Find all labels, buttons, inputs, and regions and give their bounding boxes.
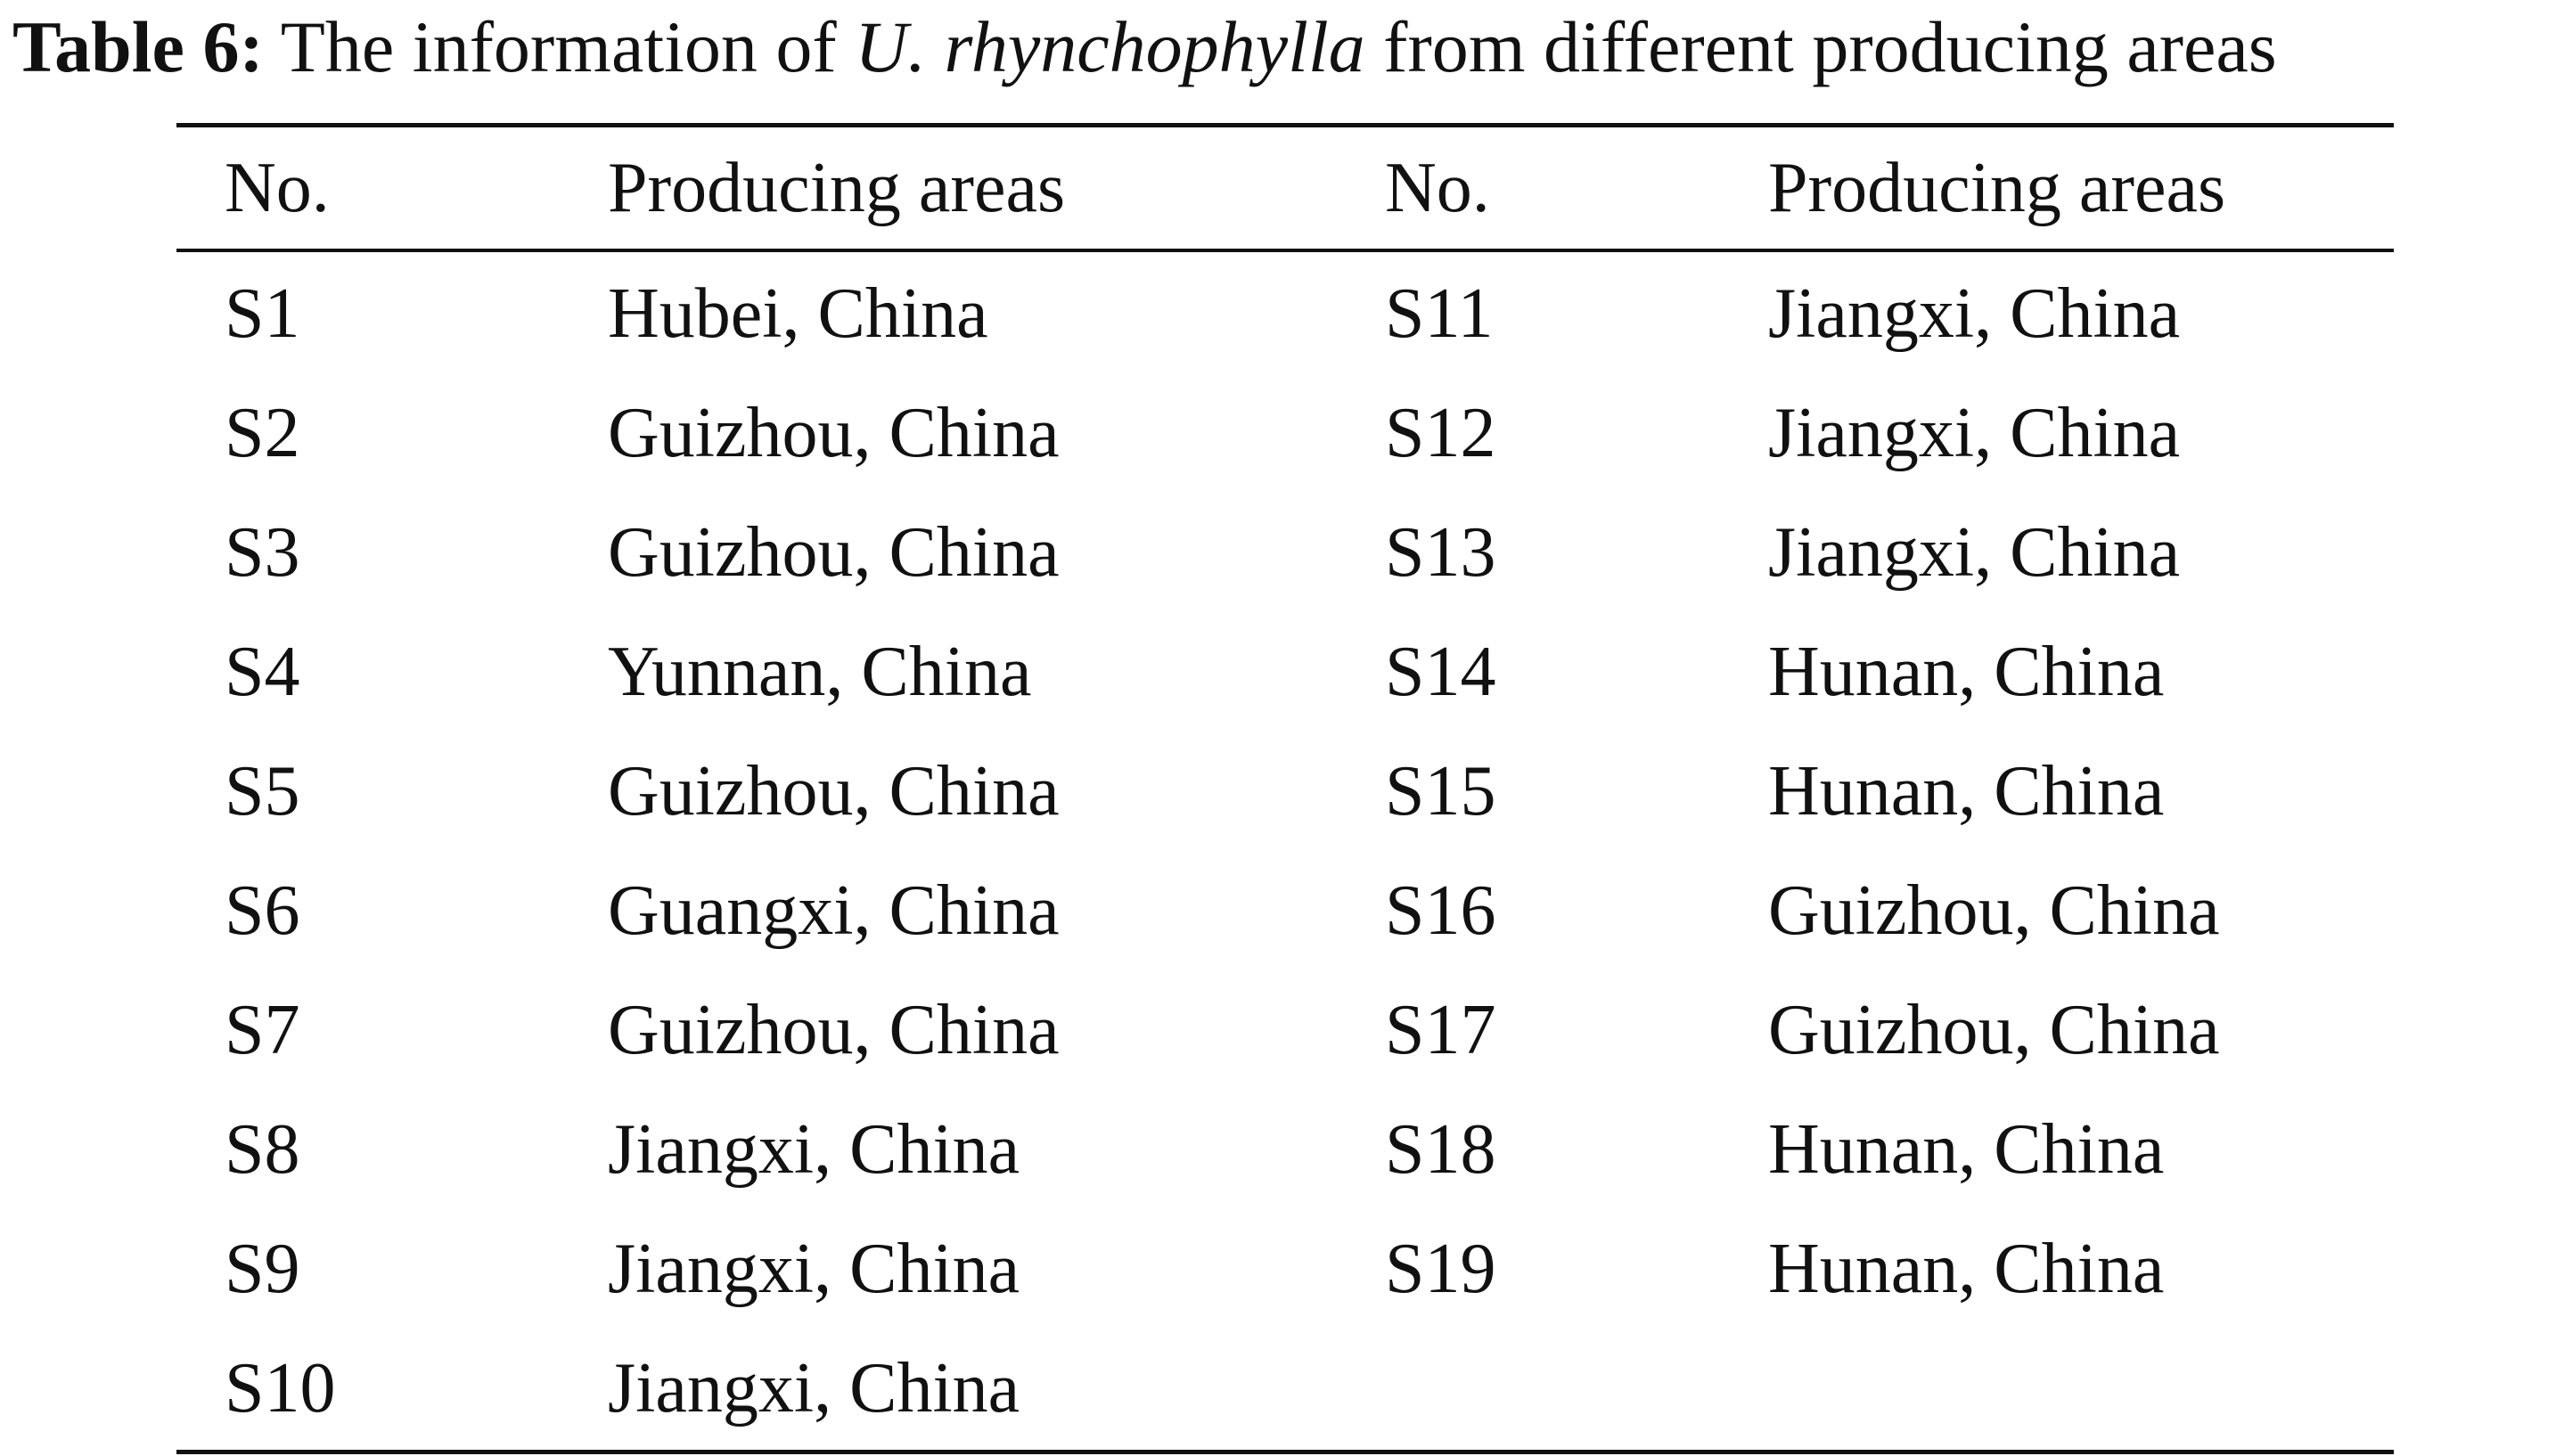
table-label: Table 6: [12,6,264,87]
producing-area: Jiangxi, China [608,1349,1020,1427]
sample-number: S13 [1385,513,1496,592]
producing-area: Guizhou, China [608,513,1060,592]
table-header-row: No. Producing areas No. Producing areas [176,127,2394,252]
table-row: S6 Guangxi, China S16 Guizhou, China [176,851,2394,970]
sample-number: S4 [225,633,300,711]
table-body: S1 Hubei, China S11 Jiangxi, China S2 Gu… [176,252,2394,1450]
table-row: S8 Jiangxi, China S18 Hunan, China [176,1090,2394,1209]
producing-area: Guizhou, China [608,752,1060,830]
header-producing-areas-left: Producing areas [608,149,1066,227]
table-row: S10 Jiangxi, China [176,1329,2394,1448]
producing-area: Hunan, China [1768,633,2165,711]
producing-area: Guizhou, China [608,991,1060,1069]
producing-area: Jiangxi, China [1768,394,2181,472]
sample-number: S19 [1385,1230,1496,1308]
producing-area: Yunnan, China [608,633,1032,711]
sample-number: S5 [225,752,300,830]
species-name: U. rhynchophylla [855,6,1365,87]
producing-area: Guizhou, China [1768,991,2220,1069]
producing-area: Jiangxi, China [1768,513,2181,592]
table-row: S2 Guizhou, China S12 Jiangxi, China [176,373,2394,493]
sample-number: S12 [1385,394,1496,472]
sample-number: S8 [225,1110,300,1189]
producing-area: Guizhou, China [1768,871,2220,950]
sample-number: S16 [1385,871,1496,950]
producing-area: Guizhou, China [608,394,1060,472]
producing-area: Jiangxi, China [1768,274,2181,353]
producing-area: Jiangxi, China [608,1110,1020,1189]
sample-number: S6 [225,871,300,950]
sample-number: S7 [225,991,300,1069]
producing-area: Hunan, China [1768,1110,2165,1189]
sample-number: S3 [225,513,300,592]
header-number-right: No. [1385,149,1490,227]
producing-area: Hubei, China [608,274,988,353]
caption-text-before: The information of [280,6,837,87]
table-row: S3 Guizhou, China S13 Jiangxi, China [176,493,2394,612]
table-row: S1 Hubei, China S11 Jiangxi, China [176,254,2394,373]
table-row: S7 Guizhou, China S17 Guizhou, China [176,970,2394,1090]
table-row: S5 Guizhou, China S15 Hunan, China [176,732,2394,851]
table-row: S4 Yunnan, China S14 Hunan, China [176,612,2394,732]
producing-area: Guangxi, China [608,871,1060,950]
header-number-left: No. [225,149,330,227]
sample-number: S10 [225,1349,336,1427]
sample-number: S14 [1385,633,1496,711]
producing-area: Hunan, China [1768,752,2165,830]
sample-number: S2 [225,394,300,472]
sample-number: S9 [225,1230,300,1308]
producing-areas-table: No. Producing areas No. Producing areas … [176,123,2394,1454]
producing-area: Jiangxi, China [608,1230,1020,1308]
sample-number: S17 [1385,991,1496,1069]
sample-number: S18 [1385,1110,1496,1189]
producing-area: Hunan, China [1768,1230,2165,1308]
table-row: S9 Jiangxi, China S19 Hunan, China [176,1209,2394,1329]
header-producing-areas-right: Producing areas [1768,149,2226,227]
sample-number: S1 [225,274,300,353]
sample-number: S11 [1385,274,1494,353]
caption-text-after: from different producing areas [1383,6,2277,87]
sample-number: S15 [1385,752,1496,830]
table-caption: Table 6: The information of U. rhynchoph… [12,7,2564,87]
